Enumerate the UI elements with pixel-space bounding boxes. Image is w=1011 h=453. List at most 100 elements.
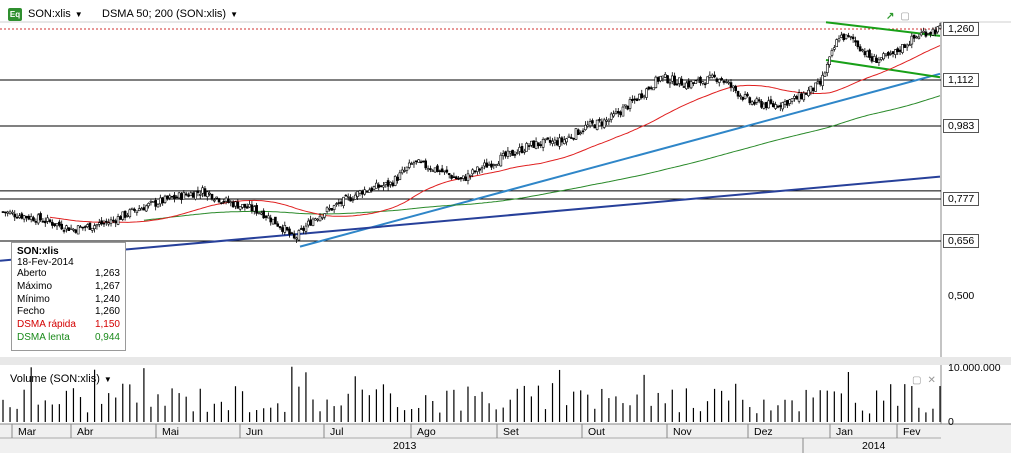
candle-body [149,200,153,203]
candle-body [600,121,604,126]
indicator-dropdown-icon[interactable]: ▼ [230,9,239,19]
volume-bar [122,383,124,422]
candle-body [316,218,319,221]
candle-body [41,220,45,223]
indicator-label[interactable]: DSMA 50; 200 (SON:xlis) [102,8,227,20]
candle-body [508,150,512,154]
candle-body [605,119,608,122]
symbol-dropdown-icon[interactable]: ▼ [74,9,83,19]
candle-body [708,74,712,78]
candle-body [710,74,714,78]
candle-body [645,88,648,98]
candle-body [917,36,921,39]
candle-body [865,50,869,58]
candle-body [389,181,392,185]
candle-body [309,219,312,226]
candle-body [267,215,270,219]
candle-body [779,105,782,108]
candle-body [640,93,644,98]
volume-bar [333,406,335,422]
candle-body [797,92,801,102]
candle-body [375,182,378,189]
volume-bar [411,409,413,422]
volume-maximize-icon[interactable]: ▢ [912,375,922,386]
candle-body [361,191,364,195]
maximize-icon[interactable]: ▢ [900,11,910,22]
candle-body [567,135,571,138]
candle-body [701,81,705,84]
symbol-header[interactable]: Eq SON:xlis ▼ [8,6,83,22]
candle-body [924,31,928,37]
candle-body [619,111,622,116]
candle-body [210,193,214,200]
candle-body [206,191,209,198]
volume-panel-title[interactable]: Volume (SON:xlis) ▼ [10,373,112,385]
candle-body [74,229,78,233]
volume-bar [305,372,307,422]
volume-bar [566,405,568,422]
candle-body [11,211,14,214]
volume-bar [685,388,687,422]
candle-body [264,215,268,218]
candle-body [609,113,613,120]
candle-body [358,190,362,194]
symbol-label[interactable]: SON:xlis [28,8,71,20]
volume-bar [164,405,166,422]
candle-body [647,86,651,90]
volume-bar [657,392,659,422]
candle-body [757,99,761,102]
candle-body [217,198,221,203]
candle-body [112,219,115,222]
volume-bar [699,411,702,422]
candle-body [403,170,406,172]
candle-body [396,176,399,181]
info-row-high: Máximo 1,267 [17,280,120,292]
candle-body [518,147,521,152]
candle-body [877,59,881,63]
trend-tool-icon[interactable]: ↗ [886,11,895,22]
candle-body [837,38,841,42]
candle-body [654,76,658,89]
candle-body [90,227,94,231]
candle-body [682,86,686,88]
candle-body [586,124,590,127]
candle-body [534,141,538,149]
candle-body [29,216,33,220]
candle-body [290,232,294,235]
candle-body [20,213,24,219]
volume-bar [129,384,131,422]
volume-bar [918,407,920,422]
candle-body [910,35,914,45]
candle-body [170,195,174,198]
candle-body [461,175,465,179]
volume-dropdown-icon[interactable]: ▼ [103,374,112,384]
volume-bar [523,385,525,422]
volume-bar [227,410,230,422]
candle-body [537,142,540,147]
candle-body [433,167,437,173]
candle-body [393,175,397,186]
candle-body [342,196,345,207]
candle-body [767,100,770,109]
candle-body [67,227,71,231]
candle-body [818,80,822,85]
candle-body [201,187,204,194]
candle-body [685,82,688,90]
candle-body [762,103,766,109]
candle-body [447,173,451,176]
candle-body [151,200,155,203]
candle-body [384,182,388,185]
candle-body [123,210,127,218]
volume-close-icon[interactable]: ✕ [927,375,936,386]
candle-body [903,44,907,48]
candle-body [497,163,500,166]
candle-body [252,206,256,212]
volume-bar [883,400,885,422]
candle-body [694,80,698,84]
indicator-header[interactable]: DSMA 50; 200 (SON:xlis) ▼ [96,6,238,22]
volume-bar [2,399,4,422]
volume-label[interactable]: Volume (SON:xlis) [10,373,100,385]
volume-bar [375,389,377,422]
candle-body [203,188,207,197]
